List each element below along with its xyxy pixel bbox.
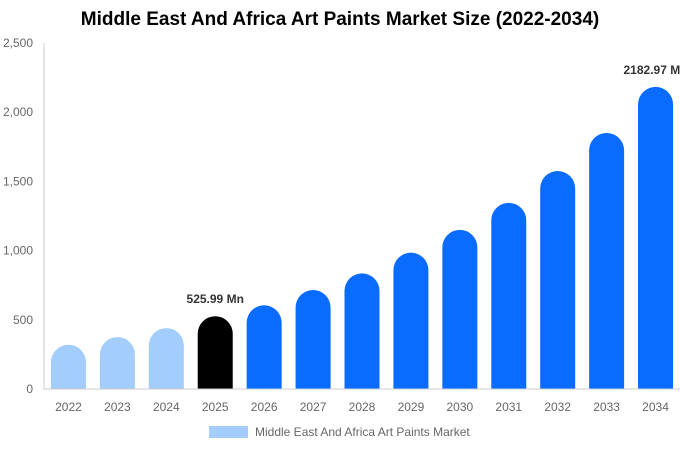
bar-2023 xyxy=(99,337,135,389)
bar-2022 xyxy=(50,344,86,389)
y-tick-label: 2,000 xyxy=(3,105,33,119)
bar-2030 xyxy=(442,229,478,389)
x-tick-label: 2033 xyxy=(593,400,620,414)
bar-2026 xyxy=(246,305,282,389)
x-tick-label: 2026 xyxy=(251,400,278,414)
y-axis: 0 500 1,000 1,500 2,000 2,500 xyxy=(3,36,45,396)
y-tick-label: 2,500 xyxy=(3,36,33,50)
x-tick-label: 2022 xyxy=(55,400,82,414)
x-tick-label: 2023 xyxy=(104,400,131,414)
y-tick-label: 500 xyxy=(13,313,33,327)
x-axis: 2022 2023 2024 2025 2026 2027 2028 2029 2030 2031… xyxy=(44,388,680,414)
chart-title: Middle East And Africa Art Paints Market… xyxy=(80,9,600,30)
x-tick-label: 2028 xyxy=(349,400,376,414)
data-labels-group: 525.99 Mn 2182.97 Mn xyxy=(187,63,680,306)
x-tick-label: 2025 xyxy=(202,400,229,414)
bar-2025 xyxy=(197,316,233,389)
data-label-2034: 2182.97 Mn xyxy=(624,63,680,77)
legend: Middle East And Africa Art Paints Market xyxy=(209,425,470,439)
bars-group xyxy=(50,86,674,389)
bar-2033 xyxy=(589,132,625,389)
y-tick-label: 0 xyxy=(26,382,33,396)
x-tick-label: 2029 xyxy=(398,400,425,414)
bar-2028 xyxy=(344,273,380,389)
bar-2031 xyxy=(491,202,527,389)
x-tick-label: 2024 xyxy=(153,400,180,414)
x-tick-label: 2032 xyxy=(544,400,571,414)
x-tick-label: 2030 xyxy=(446,400,473,414)
x-tick-label: 2034 xyxy=(642,400,669,414)
data-label-2025: 525.99 Mn xyxy=(187,292,244,306)
bar-2034 xyxy=(638,86,674,389)
bar-2032 xyxy=(540,171,576,389)
bar-2024 xyxy=(148,328,184,389)
legend-label: Middle East And Africa Art Paints Market xyxy=(255,425,470,439)
x-tick-label: 2027 xyxy=(300,400,327,414)
y-tick-label: 1,000 xyxy=(3,244,33,258)
legend-swatch xyxy=(209,426,248,438)
bar-2029 xyxy=(393,252,429,389)
x-tick-label: 2031 xyxy=(495,400,522,414)
y-tick-label: 1,500 xyxy=(3,174,33,188)
bar-2027 xyxy=(295,290,331,389)
